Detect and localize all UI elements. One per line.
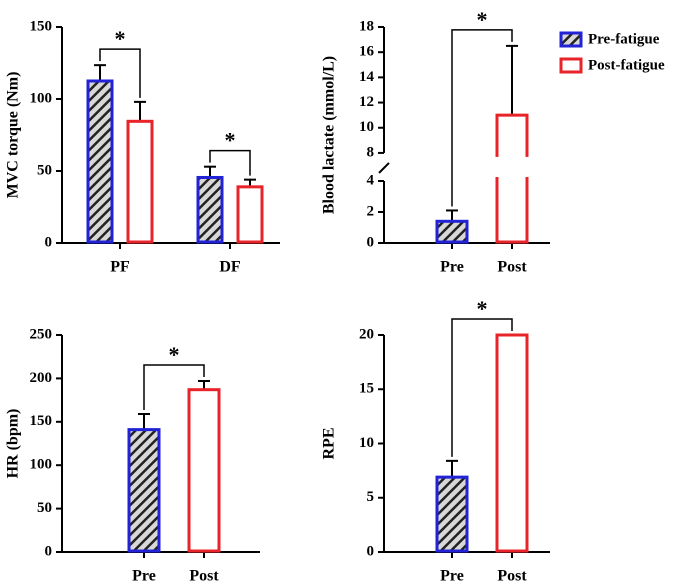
x-tick-label: Pre <box>440 568 464 584</box>
bar <box>86 79 114 244</box>
y-tick-label: 18 <box>359 18 374 34</box>
bar <box>495 333 529 553</box>
x-tick-label: Post <box>189 568 219 584</box>
significance-bracket <box>451 318 513 457</box>
y-tick-label: 250 <box>30 326 53 342</box>
legend-swatch <box>559 57 583 74</box>
significance-bracket <box>99 48 141 98</box>
y-tick-label: 5 <box>367 489 375 505</box>
legend-swatch <box>559 31 583 48</box>
y-axis-label: HR (bpm) <box>5 409 22 479</box>
y-tick-label: 15 <box>359 381 374 397</box>
axis-break <box>378 162 390 174</box>
bar <box>435 219 469 244</box>
significance-label: * <box>169 342 180 367</box>
axis-break-gap <box>394 156 560 178</box>
y-tick-label: 50 <box>37 500 52 516</box>
bar <box>196 175 224 244</box>
y-axis-label: Blood lactate (mmol/L) <box>321 56 338 214</box>
y-tick-label: 150 <box>30 18 53 34</box>
x-tick-label: Post <box>497 568 527 584</box>
y-tick-label: 12 <box>359 94 374 110</box>
significance-bracket <box>451 29 513 207</box>
legend-label: Post-fatigue <box>588 57 665 73</box>
x-tick-label: DF <box>219 259 241 276</box>
significance-label: * <box>477 296 488 321</box>
y-tick-label: 8 <box>367 144 375 160</box>
significance-label: * <box>225 128 236 153</box>
y-tick-label: 50 <box>37 162 52 178</box>
y-tick-label: 20 <box>359 326 374 342</box>
bar <box>187 388 221 553</box>
bar <box>127 428 161 553</box>
y-tick-label: 4 <box>367 172 375 188</box>
significance-bracket <box>143 364 205 410</box>
y-tick-label: 14 <box>359 69 375 85</box>
bar <box>126 119 154 244</box>
y-tick-label: 2 <box>367 203 375 219</box>
y-tick-label: 150 <box>30 413 53 429</box>
x-tick-label: PF <box>110 259 130 276</box>
significance-label: * <box>115 26 126 51</box>
y-tick-label: 10 <box>359 119 374 135</box>
x-tick-label: Post <box>497 259 527 276</box>
y-tick-label: 0 <box>45 543 53 559</box>
legend-label: Pre-fatigue <box>588 31 660 47</box>
y-tick-label: 0 <box>45 234 53 250</box>
x-tick-label: Pre <box>440 259 464 276</box>
y-axis-label: RPE <box>321 428 338 460</box>
bar <box>495 113 529 244</box>
y-axis-label: MVC torque (Nm) <box>5 72 22 199</box>
y-tick-label: 10 <box>359 435 374 451</box>
y-tick-label: 0 <box>367 543 375 559</box>
y-tick-label: 0 <box>367 234 375 250</box>
significance-label: * <box>477 7 488 32</box>
y-tick-label: 200 <box>30 370 53 386</box>
bar <box>236 185 264 244</box>
bar <box>435 475 469 553</box>
y-tick-label: 100 <box>30 90 53 106</box>
y-tick-label: 100 <box>30 457 53 473</box>
y-tick-label: 16 <box>359 44 375 60</box>
x-tick-label: Pre <box>132 568 156 584</box>
significance-bracket <box>209 149 251 176</box>
